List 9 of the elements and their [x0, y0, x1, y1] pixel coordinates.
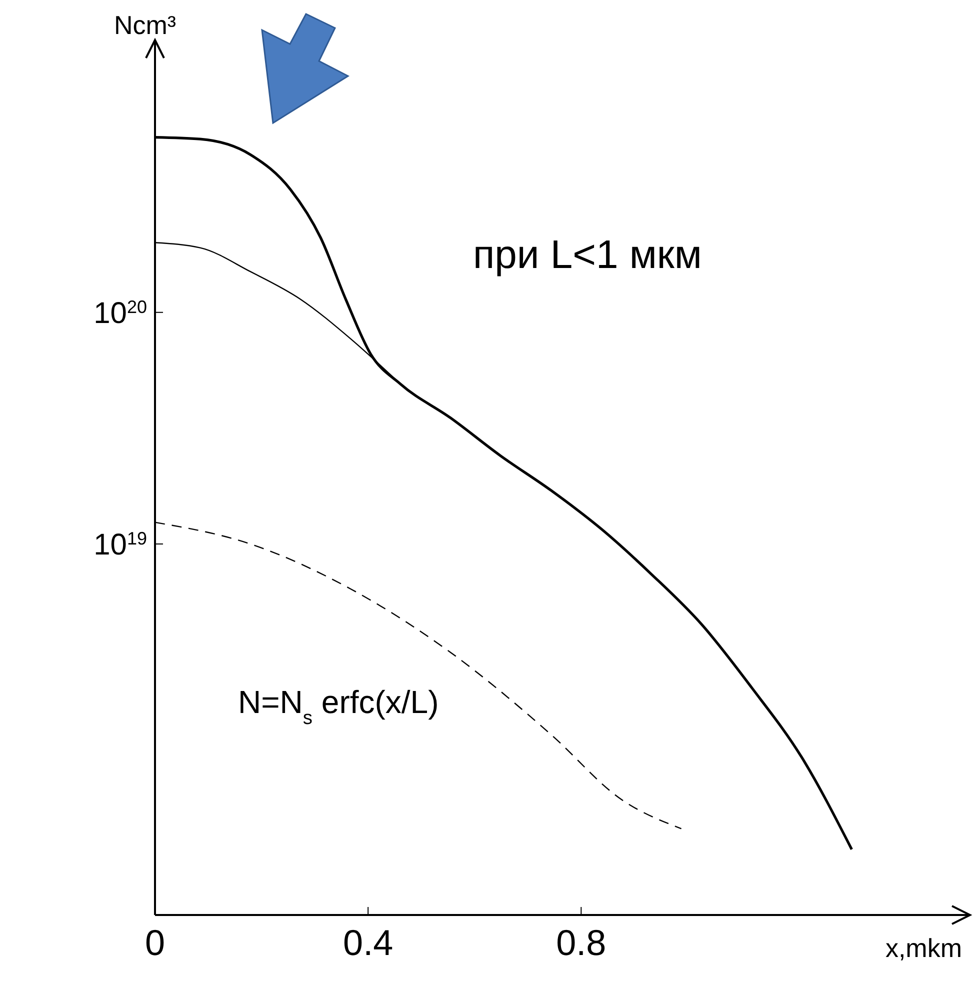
y-tick-label: 10$^{20}$ [94, 296, 147, 330]
x-tick-label: 0.4 [343, 922, 394, 963]
y-tick-label: 10$^{19}$ [94, 528, 147, 562]
annotation: при L<1 мкм [473, 233, 702, 277]
x-tick-label: 0 [144, 922, 166, 963]
x-axis-title: x,mkm [885, 933, 962, 963]
y-axis-title: Ncm³ [114, 10, 176, 40]
x-tick-label: 0.8 [556, 922, 606, 963]
annotation: N=N$_{s}$ erfc(x/L) [238, 684, 439, 728]
